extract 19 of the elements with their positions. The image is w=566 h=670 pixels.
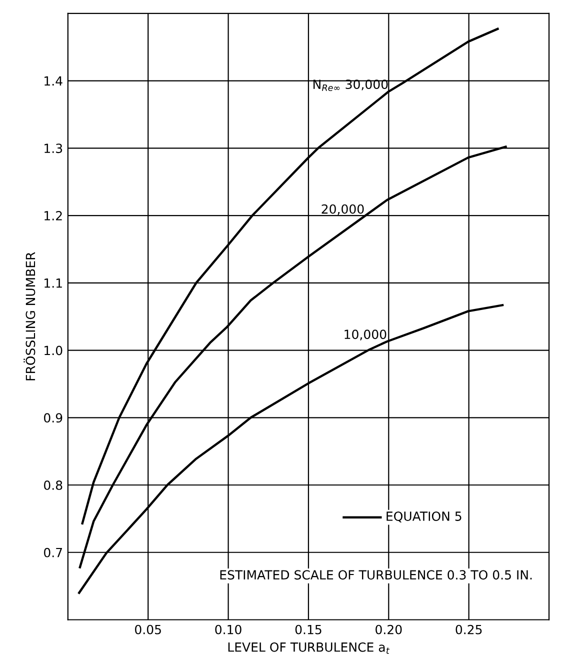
- x-tick-label: 0.10: [215, 624, 242, 634]
- annotation: EQUATION 5: [386, 512, 462, 522]
- y-tick-label: 0.7: [44, 548, 62, 558]
- x-tick-label: 0.15: [295, 624, 322, 634]
- y-tick-label: 1.4: [44, 76, 62, 86]
- x-tick-label: 0.25: [456, 624, 482, 634]
- y-tick-label: 1.3: [44, 144, 62, 154]
- series-label: 20,000: [322, 204, 364, 216]
- y-tick-label: 1.1: [44, 278, 62, 288]
- y-tick-label: 0.9: [44, 413, 62, 423]
- x-tick-label: 0.05: [135, 624, 161, 634]
- x-axis-title: LEVEL OF TURBULENCE a$_{t}$: [228, 642, 390, 654]
- y-axis-title: FRÖSSLING NUMBER: [24, 252, 36, 380]
- y-tick-label: 1.2: [44, 210, 62, 220]
- series-label: 10,000: [344, 330, 386, 340]
- annotation: ESTIMATED SCALE OF TURBULENCE 0.3 TO 0.5 IN.: [220, 570, 532, 580]
- x-tick-label: 0.20: [376, 624, 402, 634]
- y-tick-label: 0.8: [44, 480, 62, 490]
- y-tick-label: 1.0: [44, 346, 62, 356]
